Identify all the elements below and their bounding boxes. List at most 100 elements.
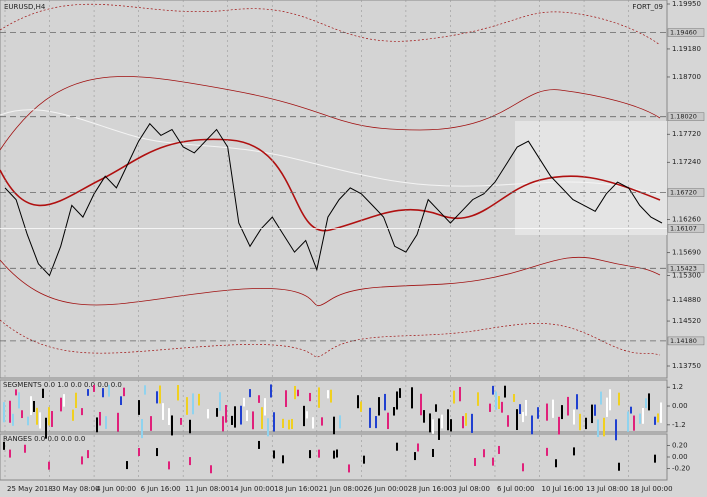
indicator-bar (558, 416, 560, 435)
indicator-bar (63, 394, 65, 407)
indicator-bar (138, 447, 140, 456)
indicator-bar (378, 397, 380, 416)
indicator-bar (465, 413, 467, 426)
indicator-bar (516, 409, 518, 431)
indicator-bar (591, 404, 593, 424)
indicator-bar (318, 387, 320, 408)
y-tick-label: -1.2 (672, 421, 686, 429)
indicator-bar (126, 461, 128, 470)
indicator-bar (387, 412, 389, 430)
indicator-bar (336, 449, 338, 458)
indicator-bar (474, 457, 476, 466)
indicator-bar (654, 454, 656, 463)
indicator-bar (618, 392, 620, 406)
indicator-bar (603, 417, 605, 437)
moving-average (0, 138, 661, 232)
indicator-bar (435, 404, 437, 412)
indicator-bar (123, 387, 125, 397)
indicator-bar (9, 449, 11, 458)
indicator-bar (33, 400, 35, 412)
y-tick-label: 1.18700 (672, 73, 701, 81)
x-tick-label: 18 Jul 00:00 (631, 485, 673, 493)
indicator-bar (654, 416, 656, 425)
y-tick-label: 1.2 (672, 383, 683, 391)
y-tick-label: 0.00 (672, 402, 688, 410)
indicator-bar (513, 394, 515, 402)
indicator-bar (447, 409, 449, 431)
indicator-bar (357, 395, 359, 409)
indicator-bar (393, 407, 395, 416)
indicator-bar (303, 405, 305, 427)
indicator-bar (72, 409, 74, 421)
indicator-bar (432, 448, 434, 457)
y-tick-label: -0.20 (672, 464, 690, 472)
indicator-bar (384, 393, 386, 411)
indicator-bar (117, 412, 119, 432)
price-level-label: 1.15423 (670, 264, 697, 272)
price-level-box (667, 28, 705, 37)
x-tick-label: 21 Jun 08:00 (319, 485, 363, 493)
y-tick-label: 1.17240 (672, 158, 701, 166)
indicator-bar (633, 415, 635, 431)
indicator-bar (261, 407, 263, 429)
indicator-bar (48, 461, 50, 470)
indicator-bar (189, 419, 191, 434)
indicator-bar (168, 461, 170, 470)
indicator-bar (12, 413, 14, 426)
indicator-bar (36, 407, 38, 425)
indicator-bar (417, 443, 419, 452)
indicator-bar (504, 385, 506, 398)
indicator-bar (333, 416, 335, 435)
indicator-bar (51, 411, 53, 427)
indicator-bar (462, 416, 464, 429)
indicator-bar (81, 408, 83, 416)
indicator-bar (156, 391, 158, 404)
price-level-box (667, 224, 705, 233)
price-level-label: 1.18020 (670, 113, 697, 121)
indicator-bar (87, 389, 89, 396)
indicator-bar (519, 404, 521, 414)
indicator-bar (48, 407, 50, 426)
indicator-bar (498, 445, 500, 454)
y-tick-label: 1.15690 (672, 249, 701, 257)
indicator-bar (159, 385, 161, 404)
indicator-bar (576, 394, 578, 410)
indicator-bar (360, 401, 362, 412)
indicator-bar (234, 406, 236, 428)
x-tick-label: 30 May 08:00 (52, 485, 100, 493)
indicator-bar (492, 457, 494, 466)
y-tick-label: 1.19950 (672, 0, 701, 8)
indicator-bar (438, 418, 440, 440)
price-line (4, 122, 663, 277)
indicator-bar (327, 390, 329, 399)
indicator-bar (258, 395, 260, 403)
indicator-bar (369, 407, 371, 428)
x-tick-label: 10 Jul 16:00 (542, 485, 584, 493)
x-tick-label: 3 Jul 08:00 (452, 485, 490, 493)
indicator-bar (177, 385, 179, 401)
indicator-bar (18, 392, 20, 409)
indicator-bar (27, 416, 29, 426)
x-tick-label: 6 Jul 00:00 (497, 485, 535, 493)
indicator-bar (537, 407, 539, 419)
indicator-bar (96, 417, 98, 433)
indicator-bar (546, 447, 548, 456)
indicator-bar (363, 455, 365, 464)
indicator-bar (309, 450, 311, 459)
indicator-bar (522, 463, 524, 472)
y-tick-label: 1.17720 (672, 130, 701, 138)
indicator-bar (318, 449, 320, 458)
indicator-bar (180, 417, 182, 425)
indicator-bar (207, 409, 209, 419)
indicator-bar (477, 392, 479, 406)
indicator-bar (609, 389, 611, 411)
indicator-bar (483, 449, 485, 458)
indicator-bar (396, 442, 398, 451)
indicator-bar (24, 444, 26, 453)
indicator-bar (321, 417, 323, 426)
indicator-bar (507, 415, 509, 427)
price-level-box (667, 188, 705, 197)
indicator-bar (567, 396, 569, 416)
indicator-bar (429, 413, 431, 433)
